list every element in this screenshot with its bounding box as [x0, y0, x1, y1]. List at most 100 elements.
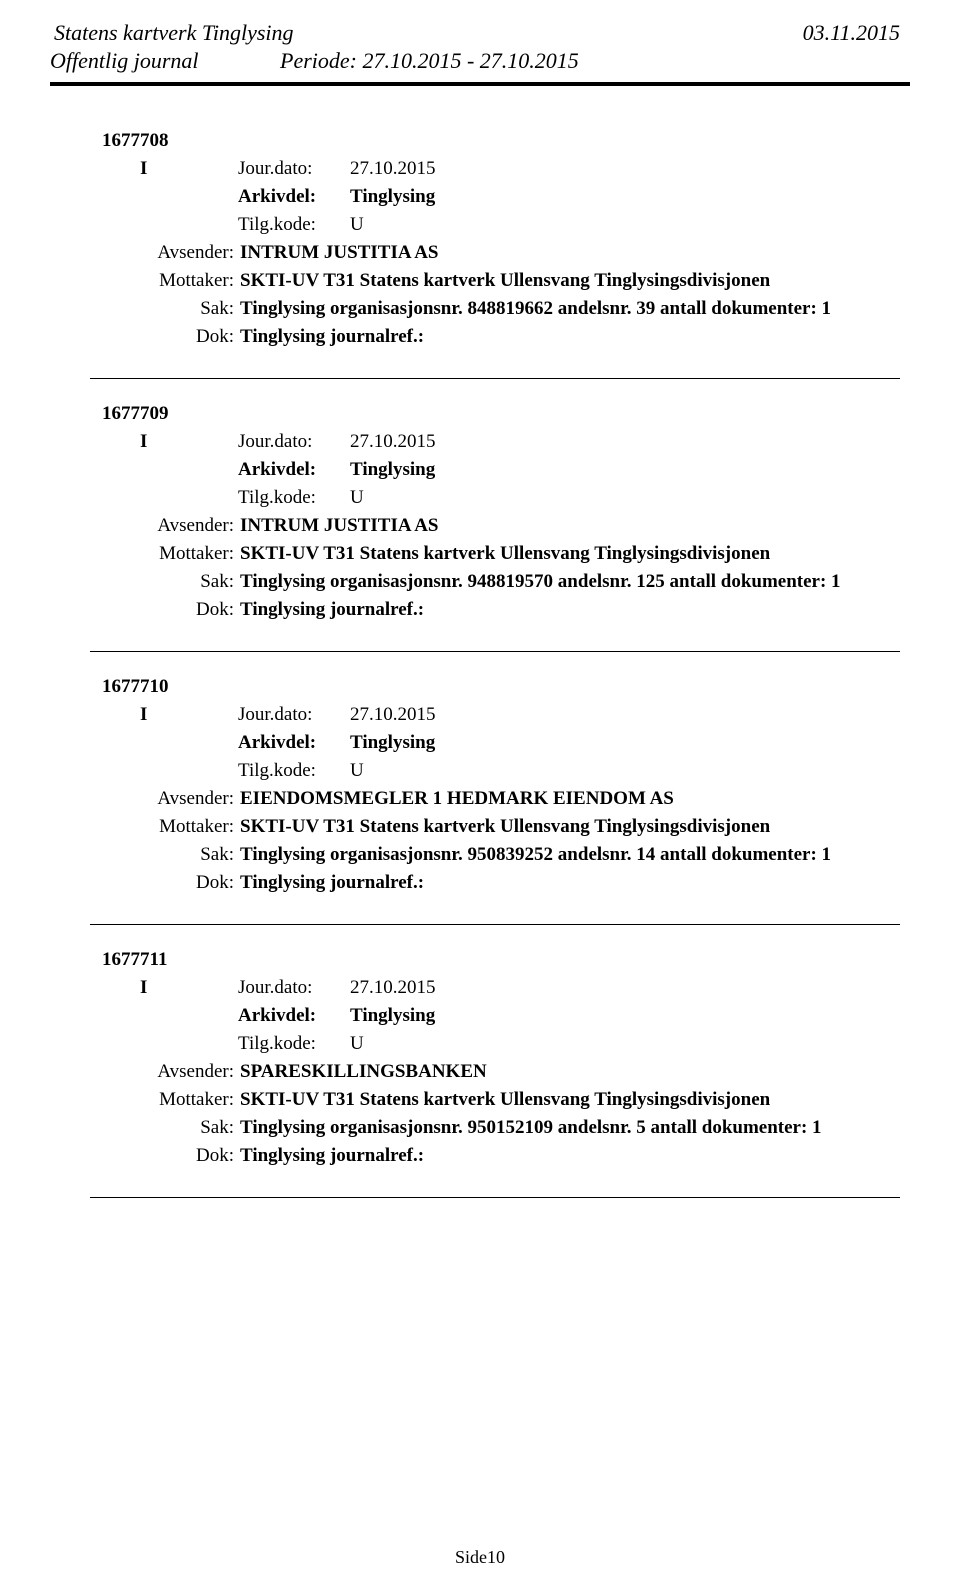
- dok-label: Dok:: [140, 599, 240, 621]
- jourdato-value: 27.10.2015: [350, 977, 436, 999]
- header-row-1: Statens kartverk Tinglysing 03.11.2015: [50, 20, 910, 46]
- arkivdel-label: Arkivdel:: [238, 186, 350, 208]
- entry-sak-row: Sak: Tinglysing organisasjonsnr. 8488196…: [140, 298, 900, 320]
- tilgkode-value: U: [350, 214, 364, 236]
- avsender-label: Avsender:: [140, 788, 240, 810]
- entry-jourdato-row: I Jour.dato: 27.10.2015: [140, 977, 900, 999]
- entry-avsender-row: Avsender: INTRUM JUSTITIA AS: [140, 242, 900, 264]
- jourdato-value: 27.10.2015: [350, 704, 436, 726]
- entry-tilgkode-row: Tilg.kode: U: [140, 214, 900, 236]
- page: Statens kartverk Tinglysing 03.11.2015 O…: [0, 0, 960, 1592]
- dok-label: Dok:: [140, 1145, 240, 1167]
- entry-body: I Jour.dato: 27.10.2015 Arkivdel: Tingly…: [90, 704, 900, 894]
- entry-body: I Jour.dato: 27.10.2015 Arkivdel: Tingly…: [90, 977, 900, 1167]
- entry-id: 1677709: [90, 403, 900, 425]
- sak-label: Sak:: [140, 1117, 240, 1139]
- sak-value: Tinglysing organisasjonsnr. 848819662 an…: [240, 298, 831, 320]
- dok-label: Dok:: [140, 326, 240, 348]
- tilgkode-value: U: [350, 487, 364, 509]
- tilgkode-label: Tilg.kode:: [238, 760, 350, 782]
- dok-value: Tinglysing journalref.:: [240, 599, 424, 621]
- arkivdel-value: Tinglysing: [350, 732, 435, 754]
- avsender-value: INTRUM JUSTITIA AS: [240, 242, 439, 264]
- entry-dok-row: Dok: Tinglysing journalref.:: [140, 1145, 900, 1167]
- arkivdel-label: Arkivdel:: [238, 459, 350, 481]
- mottaker-label: Mottaker:: [140, 1089, 240, 1111]
- arkivdel-value: Tinglysing: [350, 186, 435, 208]
- entry-mottaker-row: Mottaker: SKTI-UV T31 Statens kartverk U…: [140, 816, 900, 838]
- entry-body: I Jour.dato: 27.10.2015 Arkivdel: Tingly…: [90, 431, 900, 621]
- entry-sak-row: Sak: Tinglysing organisasjonsnr. 9508392…: [140, 844, 900, 866]
- entry-avsender-row: Avsender: EIENDOMSMEGLER 1 HEDMARK EIEND…: [140, 788, 900, 810]
- tilgkode-value: U: [350, 760, 364, 782]
- sak-value: Tinglysing organisasjonsnr. 950839252 an…: [240, 844, 831, 866]
- dok-value: Tinglysing journalref.:: [240, 872, 424, 894]
- entry-tilgkode-row: Tilg.kode: U: [140, 1033, 900, 1055]
- header-rule: [50, 82, 910, 86]
- avsender-value: SPARESKILLINGSBANKEN: [240, 1061, 487, 1083]
- sak-label: Sak:: [140, 571, 240, 593]
- tilgkode-label: Tilg.kode:: [238, 214, 350, 236]
- entry-sak-row: Sak: Tinglysing organisasjonsnr. 9488195…: [140, 571, 900, 593]
- sak-value: Tinglysing organisasjonsnr. 950152109 an…: [240, 1117, 822, 1139]
- tilgkode-label: Tilg.kode:: [238, 1033, 350, 1055]
- entries-list: 1677708 I Jour.dato: 27.10.2015 Arkivdel…: [50, 90, 910, 1198]
- journal-entry: 1677709 I Jour.dato: 27.10.2015 Arkivdel…: [90, 403, 900, 621]
- entry-jourdato-row: I Jour.dato: 27.10.2015: [140, 431, 900, 453]
- sak-label: Sak:: [140, 298, 240, 320]
- header-org: Statens kartverk Tinglysing: [54, 20, 294, 46]
- entry-type: I: [140, 431, 238, 453]
- entry-type: I: [140, 704, 238, 726]
- entry-separator: [90, 378, 900, 379]
- avsender-value: EIENDOMSMEGLER 1 HEDMARK EIENDOM AS: [240, 788, 674, 810]
- avsender-label: Avsender:: [140, 515, 240, 537]
- entry-mottaker-row: Mottaker: SKTI-UV T31 Statens kartverk U…: [140, 543, 900, 565]
- mottaker-label: Mottaker:: [140, 270, 240, 292]
- journal-entry: 1677711 I Jour.dato: 27.10.2015 Arkivdel…: [90, 949, 900, 1167]
- mottaker-value: SKTI-UV T31 Statens kartverk Ullensvang …: [240, 816, 770, 838]
- tilgkode-label: Tilg.kode:: [238, 487, 350, 509]
- entry-type: I: [140, 158, 238, 180]
- header-period: Periode: 27.10.2015 - 27.10.2015: [280, 48, 579, 74]
- mottaker-label: Mottaker:: [140, 816, 240, 838]
- entry-separator: [90, 1197, 900, 1198]
- jourdato-value: 27.10.2015: [350, 158, 436, 180]
- header-row-2: Offentlig journal Periode: 27.10.2015 - …: [50, 48, 910, 74]
- entry-dok-row: Dok: Tinglysing journalref.:: [140, 326, 900, 348]
- dok-value: Tinglysing journalref.:: [240, 326, 424, 348]
- mottaker-value: SKTI-UV T31 Statens kartverk Ullensvang …: [240, 1089, 770, 1111]
- entry-arkivdel-row: Arkivdel: Tinglysing: [140, 1005, 900, 1027]
- entry-dok-row: Dok: Tinglysing journalref.:: [140, 872, 900, 894]
- jourdato-value: 27.10.2015: [350, 431, 436, 453]
- entry-dok-row: Dok: Tinglysing journalref.:: [140, 599, 900, 621]
- page-header: Statens kartverk Tinglysing 03.11.2015 O…: [50, 20, 910, 86]
- sak-label: Sak:: [140, 844, 240, 866]
- entry-arkivdel-row: Arkivdel: Tinglysing: [140, 732, 900, 754]
- entry-arkivdel-row: Arkivdel: Tinglysing: [140, 459, 900, 481]
- entry-tilgkode-row: Tilg.kode: U: [140, 760, 900, 782]
- journal-entry: 1677708 I Jour.dato: 27.10.2015 Arkivdel…: [90, 130, 900, 348]
- jourdato-label: Jour.dato:: [238, 704, 350, 726]
- header-date: 03.11.2015: [803, 20, 910, 46]
- arkivdel-label: Arkivdel:: [238, 732, 350, 754]
- jourdato-label: Jour.dato:: [238, 158, 350, 180]
- arkivdel-value: Tinglysing: [350, 1005, 435, 1027]
- tilgkode-value: U: [350, 1033, 364, 1055]
- entry-id: 1677708: [90, 130, 900, 152]
- avsender-value: INTRUM JUSTITIA AS: [240, 515, 439, 537]
- entry-sak-row: Sak: Tinglysing organisasjonsnr. 9501521…: [140, 1117, 900, 1139]
- entry-avsender-row: Avsender: INTRUM JUSTITIA AS: [140, 515, 900, 537]
- entry-body: I Jour.dato: 27.10.2015 Arkivdel: Tingly…: [90, 158, 900, 348]
- dok-label: Dok:: [140, 872, 240, 894]
- mottaker-value: SKTI-UV T31 Statens kartverk Ullensvang …: [240, 543, 770, 565]
- entry-separator: [90, 924, 900, 925]
- entry-avsender-row: Avsender: SPARESKILLINGSBANKEN: [140, 1061, 900, 1083]
- entry-id: 1677711: [90, 949, 900, 971]
- entry-separator: [90, 651, 900, 652]
- jourdato-label: Jour.dato:: [238, 431, 350, 453]
- entry-id: 1677710: [90, 676, 900, 698]
- entry-jourdato-row: I Jour.dato: 27.10.2015: [140, 704, 900, 726]
- page-number: Side10: [0, 1547, 960, 1568]
- avsender-label: Avsender:: [140, 242, 240, 264]
- sak-value: Tinglysing organisasjonsnr. 948819570 an…: [240, 571, 841, 593]
